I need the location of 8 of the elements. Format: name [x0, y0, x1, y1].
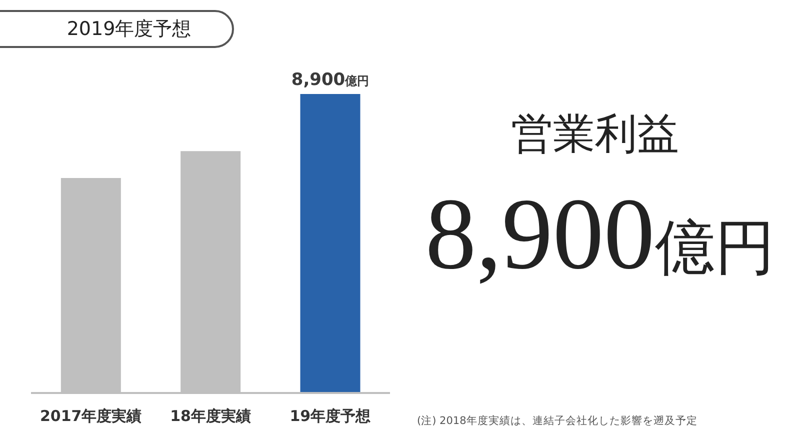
text: (注) 2018年度実績は、連結子会社化した影響を遡及予定 — [417, 414, 698, 428]
text: 営業利益 — [510, 111, 680, 160]
chart-title: 2019年度予想 — [66, 17, 192, 42]
x-tick-label: 19年度予想 — [290, 407, 372, 425]
x-tick-label: 2017年度実績 — [40, 407, 142, 425]
x-tick-label: 18年度実績 — [170, 407, 251, 425]
data-label: 8,900億円 — [291, 70, 370, 90]
text: 8,900億円 — [425, 178, 775, 291]
